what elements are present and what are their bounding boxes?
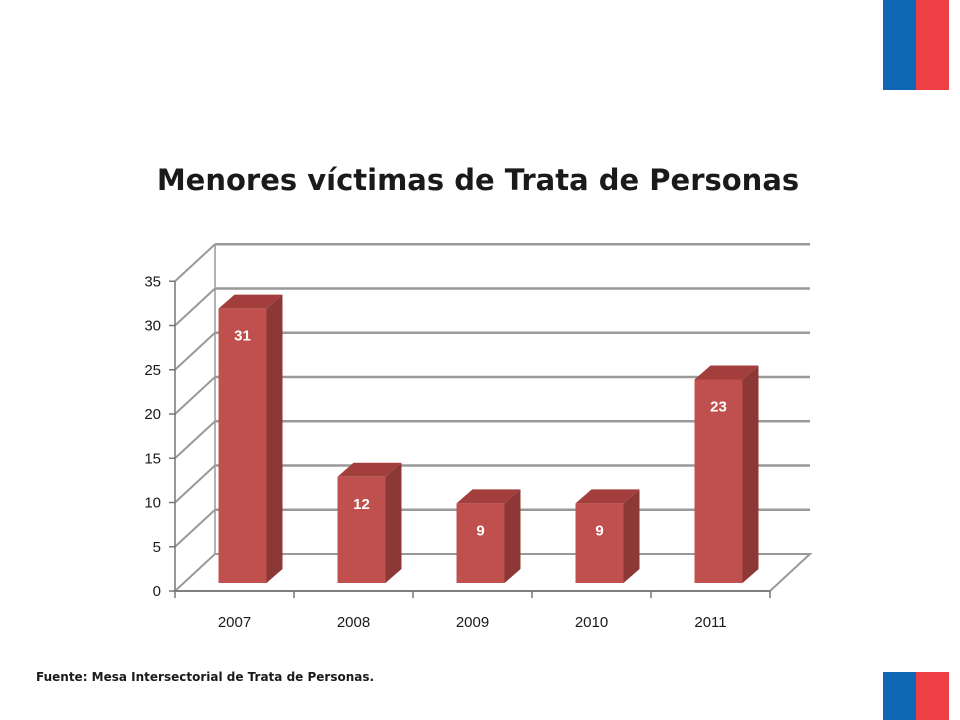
chart-axes <box>169 280 771 598</box>
chart-title: Menores víctimas de Trata de Personas <box>157 163 799 197</box>
x-tick-label: 2010 <box>575 614 608 631</box>
gridline-diagonal <box>174 243 216 282</box>
bar-2009 <box>456 503 505 583</box>
bar-side <box>266 294 283 583</box>
chart-gridlines <box>172 243 813 592</box>
bar-side <box>385 462 402 583</box>
y-tick-label: 15 <box>144 450 161 467</box>
bar-2008 <box>337 476 386 583</box>
flag-blue-stripe <box>883 672 916 720</box>
bar-top <box>456 489 521 504</box>
bar-2010 <box>575 503 624 583</box>
x-tick-label: 2008 <box>337 614 370 631</box>
data-label: 31 <box>234 328 251 345</box>
bar-top <box>575 489 640 504</box>
bar-top <box>337 462 402 477</box>
gridline-diagonal <box>174 376 216 415</box>
bar-side <box>623 489 640 583</box>
data-label: 12 <box>353 496 370 513</box>
gridline-diagonal <box>174 464 216 504</box>
bar-top <box>694 365 759 380</box>
data-label: 23 <box>710 398 727 415</box>
gridline-diagonal <box>174 509 216 548</box>
y-tick-label: 20 <box>144 406 161 423</box>
bar-2007 <box>218 308 267 583</box>
flag-blue-stripe <box>883 0 916 90</box>
flag-red-stripe <box>916 0 949 90</box>
source-footnote: Fuente: Mesa Intersectorial de Trata de … <box>36 670 375 684</box>
x-tick-label: 2011 <box>694 614 726 631</box>
bar-2011 <box>694 379 743 583</box>
bar-top <box>218 294 283 309</box>
y-tick-label: 30 <box>144 318 161 335</box>
data-label: 9 <box>476 522 484 539</box>
x-tick-label: 2007 <box>218 614 251 631</box>
y-tick-label: 25 <box>144 362 161 379</box>
y-tick-label: 35 <box>144 273 161 290</box>
bar-side <box>742 365 759 583</box>
chart-bars <box>218 294 759 583</box>
y-tick-label: 5 <box>153 539 161 556</box>
y-tick-label: 0 <box>153 583 161 600</box>
bar-side <box>504 489 521 583</box>
data-label: 9 <box>595 522 603 539</box>
x-tick-label: 2009 <box>456 614 489 631</box>
flag-red-stripe <box>916 672 949 720</box>
chart-labels: 0 5 10 15 20 25 30 35 31 2007 12 2008 9 2009 9 2010 23 20… <box>144 273 727 631</box>
gridline-diagonal <box>174 420 216 459</box>
gridline-diagonal <box>174 332 216 371</box>
flag-stripe-bottom <box>883 672 949 720</box>
flag-stripe-top <box>883 0 949 90</box>
gridline-diagonal <box>174 287 216 327</box>
y-tick-label: 10 <box>144 495 161 512</box>
